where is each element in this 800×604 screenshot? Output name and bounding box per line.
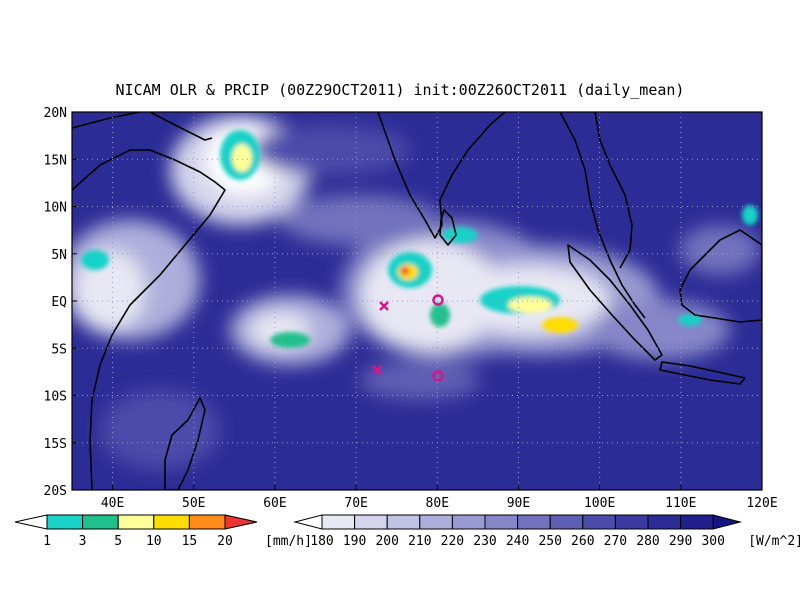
grid-lines: [72, 112, 762, 490]
colorbar-box: [321, 514, 356, 530]
colorbar-label: 3: [79, 534, 87, 549]
colorbar-under: [14, 514, 48, 530]
colorbar-label: 240: [506, 534, 529, 549]
colorbar-label: 290: [669, 534, 692, 549]
colorbar-box: [82, 514, 119, 530]
colorbar-box: [419, 514, 453, 530]
lon-tick-label: 70E: [344, 496, 367, 511]
colorbar-label: 210: [408, 534, 431, 549]
colorbar-label: 10: [146, 534, 162, 549]
lat-tick-label: 20N: [44, 106, 67, 121]
lat-tick-label: 15S: [44, 437, 67, 452]
colorbar-box: [582, 514, 616, 530]
colorbar-label: 220: [441, 534, 464, 549]
colorbar-box: [614, 514, 649, 530]
axis-labels: 40E 50E 60E 70E 80E 90E 100E 110E 120E 20N 15N 10N 5…: [44, 106, 778, 511]
colorbar-label: 250: [538, 534, 561, 549]
colorbar-label: 20: [217, 534, 233, 549]
circle-marker: [432, 370, 444, 382]
lat-tick-label: 5N: [51, 248, 67, 263]
lat-tick-label: 20S: [44, 484, 67, 499]
colorbars: 1 3 5 10 15 20 [mm/h]180 190 200 210 220 230 240 250 2…: [14, 514, 800, 549]
colorbar-box: [484, 514, 519, 530]
colorbar-label: 270: [604, 534, 627, 549]
lon-tick-label: 50E: [182, 496, 205, 511]
colorbar-label: 300: [701, 534, 724, 549]
colorbar-label: 5: [114, 534, 122, 549]
colorbar-over: [224, 514, 258, 530]
colorbar-label: 280: [636, 534, 659, 549]
colorbar-box: [188, 514, 226, 530]
colorbar-unit: [mm/h]: [265, 534, 312, 549]
lat-tick-label: EQ: [51, 295, 67, 310]
colorbar-label: 200: [375, 534, 398, 549]
lat-tick-label: 10N: [44, 201, 67, 216]
colorbar-box: [451, 514, 486, 530]
map-field: [72, 112, 762, 490]
lon-tick-label: 80E: [426, 496, 449, 511]
colorbar-label: 190: [343, 534, 366, 549]
colorbar-under: [293, 514, 323, 530]
colorbar-box: [549, 514, 584, 530]
lon-tick-label: 90E: [507, 496, 530, 511]
colorbar-label: 1: [43, 534, 51, 549]
lon-tick-label: 60E: [263, 496, 286, 511]
colorbar-box: [647, 514, 682, 530]
colorbar-over: [712, 514, 743, 530]
colorbar-box: [680, 514, 714, 530]
lat-tick-label: 15N: [44, 153, 67, 168]
track-markers: [372, 294, 444, 382]
x-marker: [379, 301, 389, 311]
colorbar-box: [153, 514, 190, 530]
lat-tick-label: 10S: [44, 390, 67, 405]
lon-tick-label: 40E: [101, 496, 124, 511]
coastlines: [72, 112, 762, 490]
x-marker: [372, 365, 382, 375]
map-title: NICAM OLR & PRCIP (00Z29OCT2011) init:00…: [116, 81, 685, 99]
lon-tick-label: 100E: [584, 496, 615, 511]
lon-tick-label: 110E: [665, 496, 696, 511]
colorbar-box: [46, 514, 84, 530]
lon-tick-label: 120E: [746, 496, 777, 511]
colorbar-box: [386, 514, 421, 530]
colorbar-box: [517, 514, 551, 530]
colorbar-label: 260: [571, 534, 594, 549]
colorbar-label: 180: [310, 534, 333, 549]
circle-marker: [432, 294, 444, 306]
colorbar-box: [354, 514, 388, 530]
colorbar-label: 230: [473, 534, 496, 549]
precip-cells: [81, 130, 758, 348]
colorbar-label: 15: [182, 534, 198, 549]
colorbar-box: [117, 514, 155, 530]
colorbar-unit: [W/m^2]: [748, 534, 800, 549]
lat-tick-label: 5S: [51, 342, 67, 357]
